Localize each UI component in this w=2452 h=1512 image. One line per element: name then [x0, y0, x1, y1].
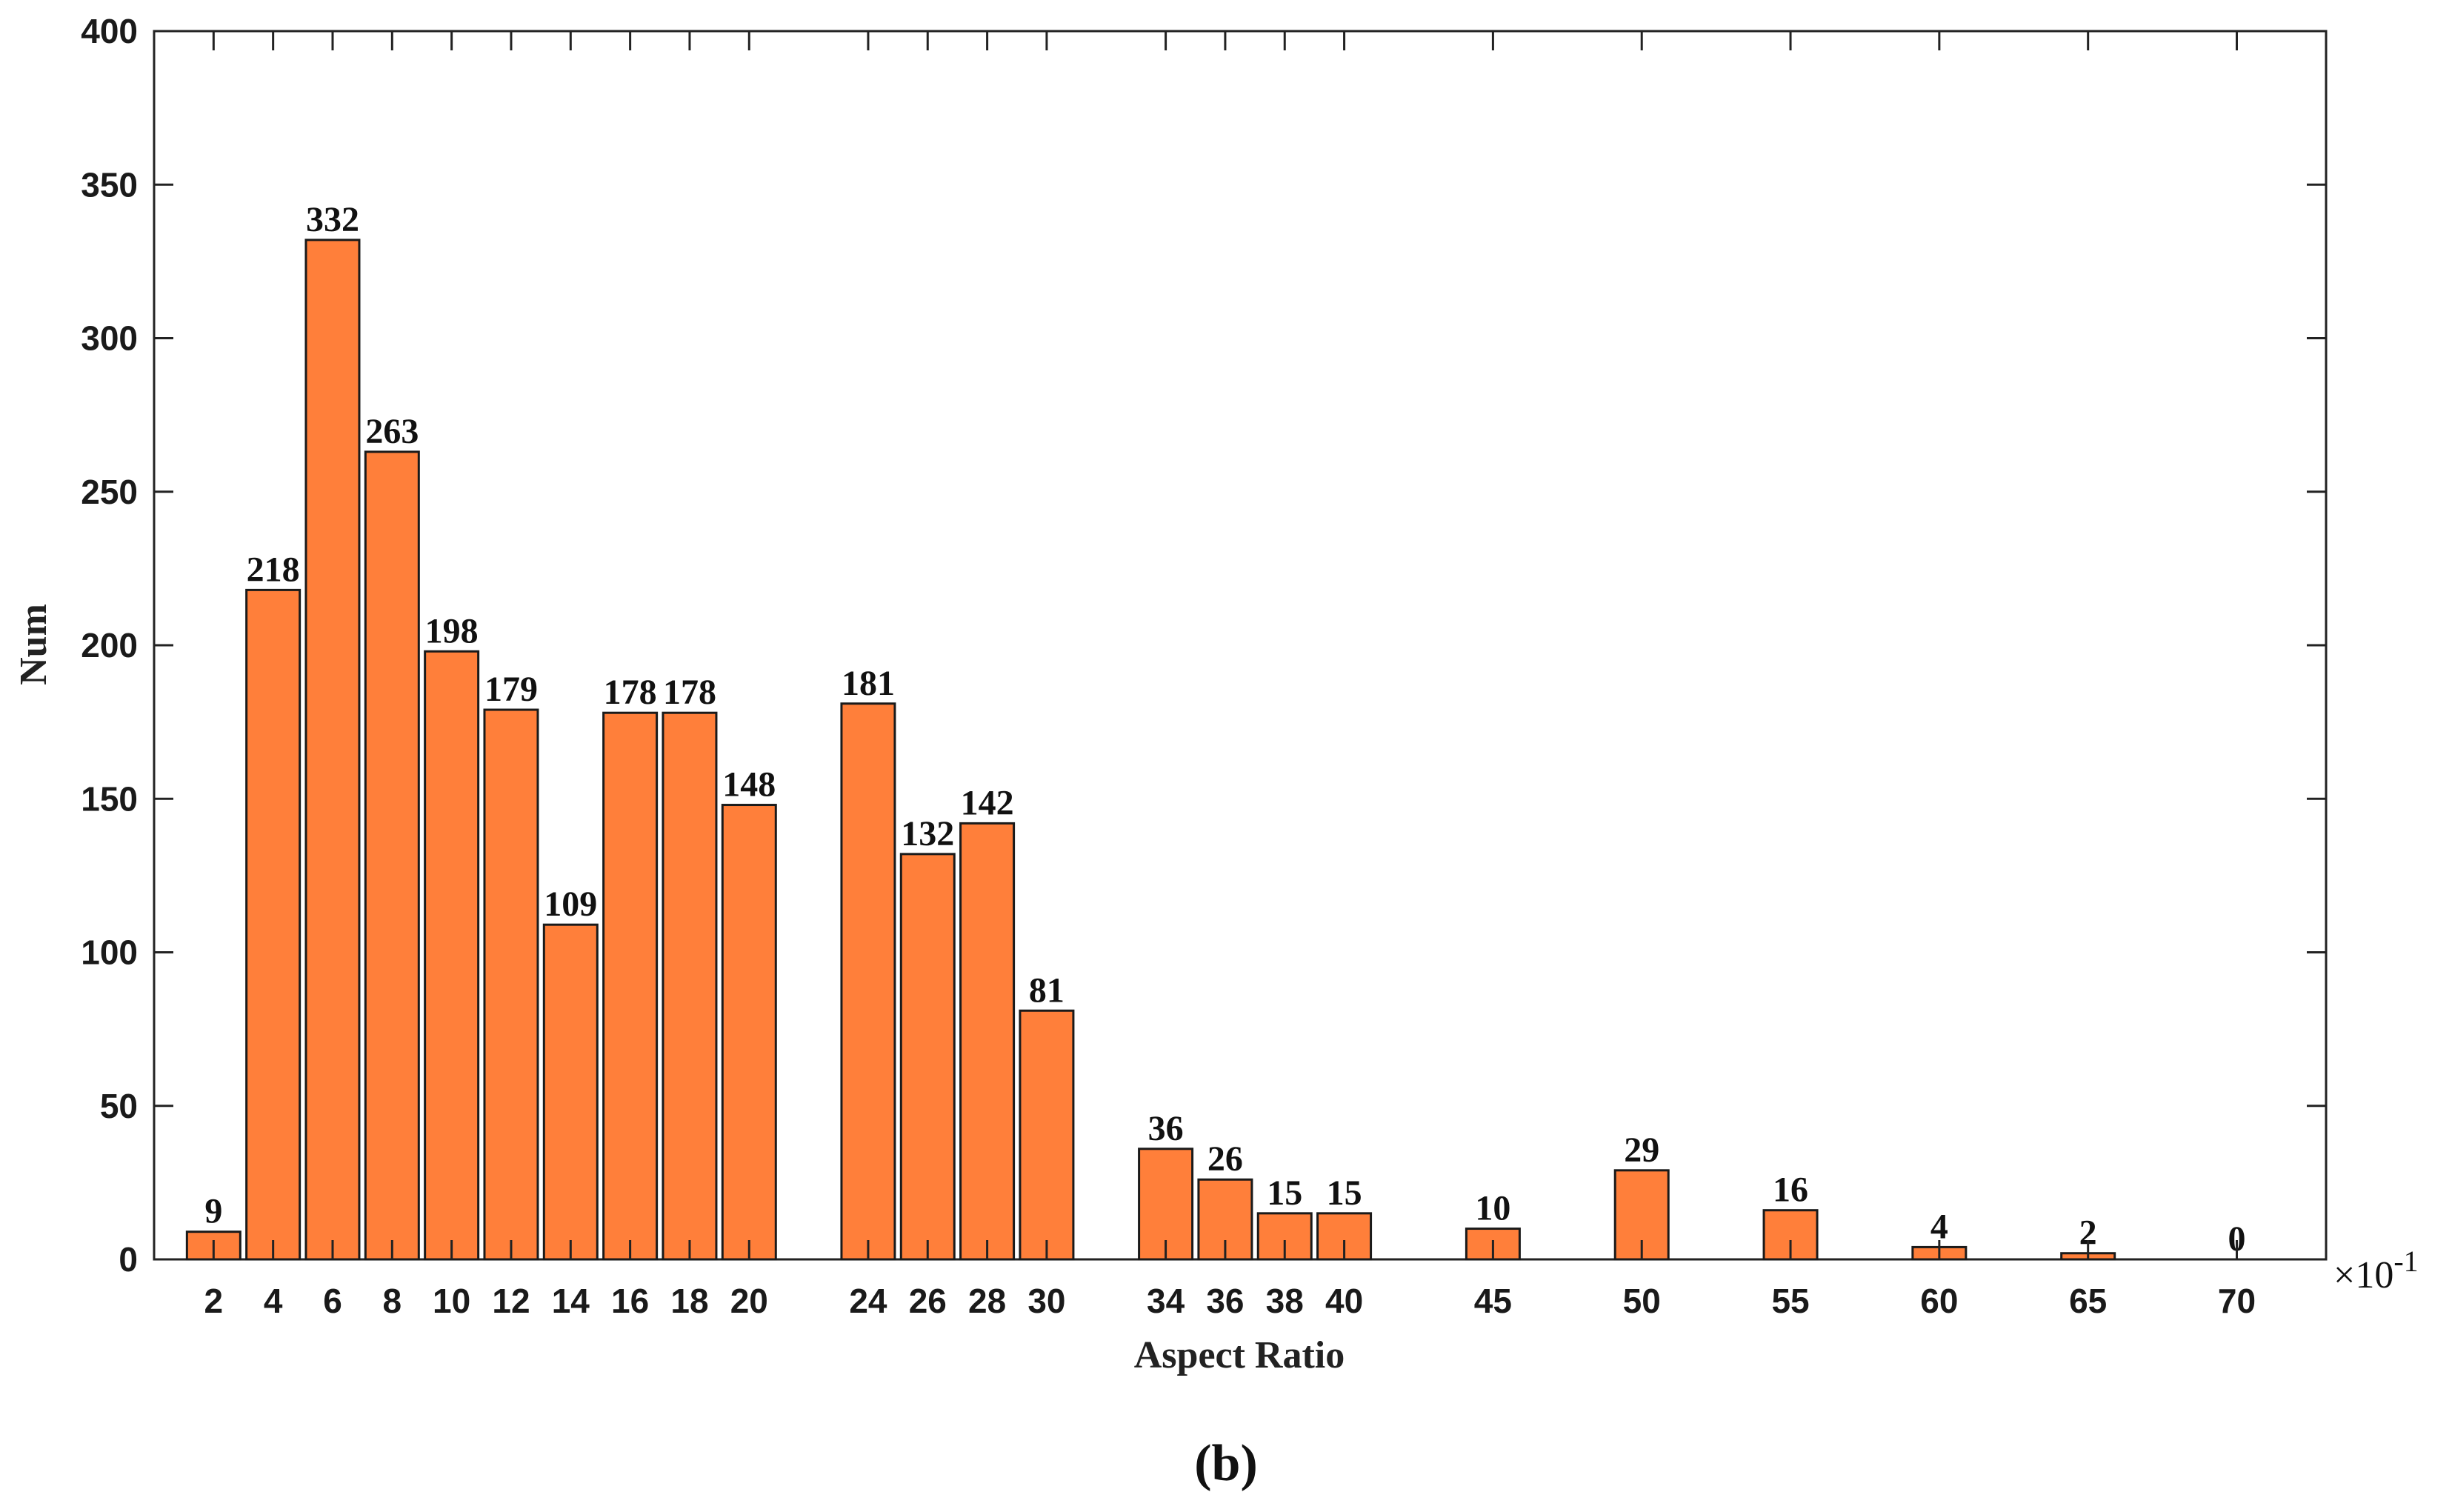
y-axis: 0 50 100 150 200 250 300 350 400: [81, 12, 2326, 1279]
y-tick-label: 400: [81, 12, 138, 50]
x-scale-exponent: -1: [2393, 1245, 2418, 1278]
x-tick-label: 18: [670, 1282, 708, 1320]
x-tick-label: 8: [383, 1282, 402, 1320]
plot-area: [153, 30, 2328, 1261]
data-label: 109: [544, 885, 597, 924]
data-label: 15: [1267, 1173, 1302, 1213]
x-tick-label: 12: [492, 1282, 530, 1320]
x-tick-label: 34: [1147, 1282, 1185, 1320]
y-tick-label: 0: [119, 1240, 138, 1279]
x-tick-label: 2: [204, 1282, 224, 1320]
bar: [959, 822, 1016, 1261]
bar: [662, 711, 718, 1261]
x-tick-label: 50: [1623, 1282, 1661, 1320]
y-tick-label: 100: [81, 933, 138, 972]
bar: [245, 588, 301, 1261]
data-label: 4: [1930, 1207, 1948, 1246]
bar: [483, 708, 539, 1261]
bar-series: [185, 239, 2116, 1261]
x-tick-label: 6: [323, 1282, 342, 1320]
y-tick-label: 250: [81, 473, 138, 511]
data-label: 15: [1327, 1173, 1362, 1213]
data-label: 198: [425, 611, 479, 650]
x-tick-label: 26: [909, 1282, 947, 1320]
x-tick-label: 45: [1474, 1282, 1512, 1320]
x-tick-label: 55: [1771, 1282, 1809, 1320]
data-label: 26: [1207, 1139, 1243, 1179]
data-label: 29: [1624, 1130, 1659, 1170]
y-tick-label: 150: [81, 779, 138, 818]
bar: [304, 239, 361, 1261]
x-tick-label: 60: [1920, 1282, 1958, 1320]
bar: [1019, 1009, 1075, 1261]
data-label: 81: [1029, 970, 1065, 1010]
data-label: 9: [204, 1192, 222, 1231]
x-tick-label: 30: [1027, 1282, 1065, 1320]
x-tick-label: 4: [264, 1282, 283, 1320]
x-tick-label: 10: [433, 1282, 470, 1320]
bar: [542, 923, 599, 1261]
data-label: 36: [1148, 1109, 1184, 1148]
data-label: 218: [247, 550, 300, 589]
data-label: 263: [365, 412, 419, 451]
bar: [721, 804, 777, 1261]
data-label: 178: [604, 673, 657, 712]
x-tick-label: 28: [968, 1282, 1006, 1320]
bar: [602, 711, 659, 1261]
data-label: 181: [842, 664, 895, 703]
figure-caption: (b): [1194, 1435, 1258, 1492]
data-label: 132: [901, 814, 954, 853]
plot-frame: [153, 30, 2328, 1261]
data-label: 148: [722, 765, 776, 805]
bar: [899, 853, 956, 1261]
y-tick-label: 50: [100, 1087, 138, 1125]
data-label: 16: [1773, 1170, 1808, 1210]
y-axis-title: Num: [13, 604, 55, 685]
bar: [364, 450, 420, 1261]
x-scale-multiplier: ×10-1: [2333, 1245, 2419, 1296]
data-label: 142: [961, 783, 1014, 822]
y-tick-label: 200: [81, 626, 138, 665]
data-label: 10: [1475, 1189, 1510, 1228]
y-tick-label: 350: [81, 165, 138, 204]
x-axis-title: Aspect Ratio: [1134, 1334, 1345, 1376]
y-tick-label: 300: [81, 319, 138, 358]
x-axis: 2 4 6 8 10 12 14 16 18 20 24 26 28 30 34 36 38 40 45 50 55 60…: [204, 31, 2256, 1320]
x-tick-label: 20: [730, 1282, 768, 1320]
x-tick-label: 40: [1325, 1282, 1363, 1320]
x-tick-label: 70: [2218, 1282, 2256, 1320]
data-label: 332: [306, 200, 359, 239]
x-tick-label: 38: [1266, 1282, 1304, 1320]
x-scale-base: ×10: [2333, 1254, 2393, 1296]
bar: [424, 650, 480, 1261]
bar: [840, 702, 896, 1261]
x-tick-label: 65: [2069, 1282, 2107, 1320]
x-tick-label: 24: [849, 1282, 887, 1320]
x-tick-label: 36: [1206, 1282, 1244, 1320]
x-tick-label: 16: [611, 1282, 649, 1320]
x-tick-label: 14: [552, 1282, 590, 1320]
data-label: 178: [663, 673, 716, 712]
data-label: 179: [484, 670, 538, 709]
